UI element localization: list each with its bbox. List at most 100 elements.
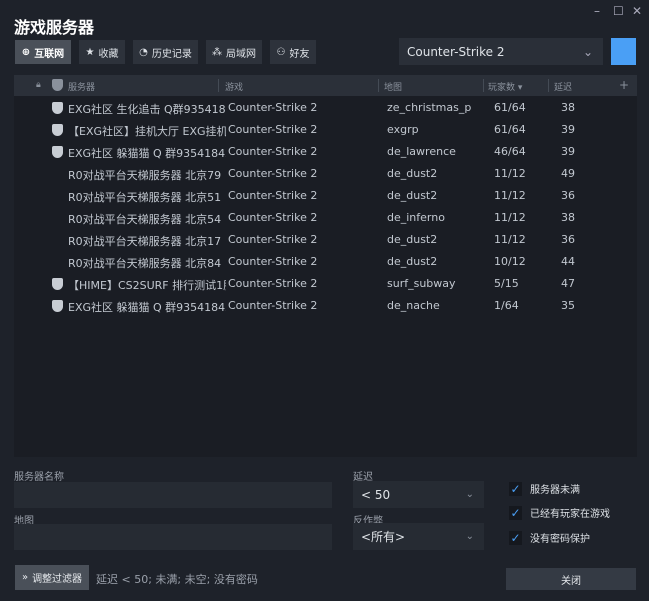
tab-friends[interactable]: ⚇ 好友 bbox=[270, 40, 316, 64]
map-label: 地图 bbox=[14, 516, 34, 527]
server-name: EXG社区 躲猫猫 Q 群93541842: bbox=[68, 301, 226, 314]
vac-shield-icon bbox=[52, 146, 63, 158]
server-game: Counter-Strike 2 bbox=[228, 123, 318, 136]
server-game: Counter-Strike 2 bbox=[228, 255, 318, 268]
refresh-button[interactable] bbox=[611, 38, 636, 65]
server-game: Counter-Strike 2 bbox=[228, 167, 318, 180]
server-name: 【HIME】CS2SURF 排行测试1服 bbox=[68, 279, 226, 292]
server-row[interactable]: R0对战平台天梯服务器 北京51 Counter-Strike 2 de_dus… bbox=[14, 185, 637, 207]
shield-icon[interactable] bbox=[52, 79, 63, 91]
server-row[interactable]: R0对战平台天梯服务器 北京54 Counter-Strike 2 de_inf… bbox=[14, 207, 637, 229]
anticheat-select[interactable]: <所有> ⌄ bbox=[353, 523, 484, 550]
game-select[interactable]: Counter-Strike 2 ⌄ bbox=[399, 38, 603, 65]
checkbox-has-players[interactable]: ✓ 已经有玩家在游戏 bbox=[509, 505, 610, 520]
server-players: 1/64 bbox=[494, 299, 519, 312]
server-game: Counter-Strike 2 bbox=[228, 233, 318, 246]
server-name: R0对战平台天梯服务器 北京17 bbox=[68, 235, 222, 248]
adjust-filters-label: 调整过滤器 bbox=[32, 574, 83, 585]
star-icon: ★ bbox=[85, 46, 95, 58]
server-row[interactable]: EXG社区 躲猫猫 Q 群93541842: Counter-Strike 2 … bbox=[14, 295, 637, 317]
server-name: R0对战平台天梯服务器 北京54 bbox=[68, 213, 222, 226]
server-map: de_lawrence bbox=[387, 145, 456, 158]
server-row[interactable]: R0对战平台天梯服务器 北京84 Counter-Strike 2 de_dus… bbox=[14, 251, 637, 273]
server-players: 11/12 bbox=[494, 167, 526, 180]
tab-label: 局域网 bbox=[226, 48, 256, 60]
server-players: 46/64 bbox=[494, 145, 526, 158]
lan-icon: ⁂ bbox=[212, 46, 222, 58]
check-icon: ✓ bbox=[509, 481, 522, 496]
anticheat-label: 反作弊 bbox=[353, 516, 383, 527]
tab-label: 互联网 bbox=[34, 48, 65, 60]
server-name: EXG社区 生化追击 Q群9354184 bbox=[68, 103, 226, 116]
server-row[interactable]: R0对战平台天梯服务器 北京17 Counter-Strike 2 de_dus… bbox=[14, 229, 637, 251]
tab-favorites[interactable]: ★ 收藏 bbox=[79, 40, 125, 64]
tab-label: 收藏 bbox=[98, 48, 119, 60]
check-icon: ✓ bbox=[509, 530, 522, 545]
latency-label: 延迟 bbox=[353, 472, 373, 483]
adjust-filters-button[interactable]: » 调整过滤器 bbox=[15, 565, 89, 590]
tab-history[interactable]: ◔ 历史记录 bbox=[133, 40, 198, 64]
tab-internet[interactable]: ⊕ 互联网 bbox=[15, 40, 71, 64]
server-latency: 38 bbox=[561, 101, 575, 114]
server-name: 【EXG社区】挂机大厅 EXG挂机大 bbox=[68, 125, 226, 138]
vac-shield-icon bbox=[52, 278, 63, 290]
clock-icon: ◔ bbox=[139, 46, 148, 58]
server-latency: 35 bbox=[561, 299, 575, 312]
server-latency: 49 bbox=[561, 167, 575, 180]
column-game[interactable]: 游戏 bbox=[225, 83, 244, 93]
server-map: de_inferno bbox=[387, 211, 445, 224]
checkbox-label: 已经有玩家在游戏 bbox=[530, 509, 610, 520]
window-title: 游戏服务器 bbox=[14, 18, 95, 37]
server-name: R0对战平台天梯服务器 北京84 bbox=[68, 257, 222, 270]
server-map: ze_christmas_p bbox=[387, 101, 472, 114]
minimize-button[interactable]: – bbox=[594, 4, 600, 18]
checkbox-not-full[interactable]: ✓ 服务器未满 bbox=[509, 481, 580, 496]
server-row[interactable]: EXG社区 生化追击 Q群9354184 Counter-Strike 2 ze… bbox=[14, 97, 637, 119]
server-game: Counter-Strike 2 bbox=[228, 101, 318, 114]
check-icon: ✓ bbox=[509, 505, 522, 520]
column-players[interactable]: 玩家数 ▾ bbox=[488, 83, 523, 93]
server-latency: 39 bbox=[561, 145, 575, 158]
latency-select[interactable]: < 50 ⌄ bbox=[353, 481, 484, 508]
server-name: EXG社区 躲猫猫 Q 群93541842: bbox=[68, 147, 226, 160]
chevron-down-icon: ⌄ bbox=[465, 531, 474, 542]
server-map: surf_subway bbox=[387, 277, 456, 290]
double-chevron-down-icon: » bbox=[21, 572, 29, 583]
server-map: de_dust2 bbox=[387, 167, 438, 180]
checkbox-label: 服务器未满 bbox=[530, 485, 580, 496]
server-name-input[interactable] bbox=[14, 482, 332, 508]
server-map: exgrp bbox=[387, 123, 419, 136]
column-latency[interactable]: 延迟 bbox=[554, 83, 573, 93]
server-row[interactable]: 【EXG社区】挂机大厅 EXG挂机大 Counter-Strike 2 exgr… bbox=[14, 119, 637, 141]
list-header: 🔒︎ 服务器 游戏 地图 玩家数 ▾ 延迟 + bbox=[14, 75, 637, 96]
server-game: Counter-Strike 2 bbox=[228, 277, 318, 290]
add-column-button[interactable]: + bbox=[619, 78, 630, 92]
map-input[interactable] bbox=[14, 524, 332, 550]
tab-label: 历史记录 bbox=[151, 48, 192, 60]
filter-summary: 延迟 < 50; 未满; 未空; 没有密码 bbox=[96, 573, 258, 586]
server-map: de_dust2 bbox=[387, 233, 438, 246]
server-map: de_dust2 bbox=[387, 189, 438, 202]
maximize-button[interactable]: ☐ bbox=[613, 4, 624, 18]
close-window-button[interactable]: ✕ bbox=[632, 4, 643, 18]
server-map: de_dust2 bbox=[387, 255, 438, 268]
server-players: 5/15 bbox=[494, 277, 519, 290]
server-list[interactable]: 🔒︎ 服务器 游戏 地图 玩家数 ▾ 延迟 + EXG社区 生化追击 Q群935… bbox=[14, 75, 637, 457]
checkbox-label: 没有密码保护 bbox=[530, 534, 590, 545]
tab-lan[interactable]: ⁂ 局域网 bbox=[206, 40, 262, 64]
checkbox-no-password[interactable]: ✓ 没有密码保护 bbox=[509, 530, 590, 545]
server-players: 61/64 bbox=[494, 101, 526, 114]
server-game: Counter-Strike 2 bbox=[228, 299, 318, 312]
vac-shield-icon bbox=[52, 124, 63, 136]
column-server[interactable]: 服务器 bbox=[68, 83, 96, 93]
server-row[interactable]: EXG社区 躲猫猫 Q 群93541842: Counter-Strike 2 … bbox=[14, 141, 637, 163]
column-map[interactable]: 地图 bbox=[384, 83, 403, 93]
globe-icon: ⊕ bbox=[21, 46, 31, 58]
close-button[interactable]: 关闭 bbox=[506, 568, 636, 590]
server-game: Counter-Strike 2 bbox=[228, 211, 318, 224]
lock-icon[interactable]: 🔒︎ bbox=[36, 80, 41, 90]
server-row[interactable]: 【HIME】CS2SURF 排行测试1服 Counter-Strike 2 su… bbox=[14, 273, 637, 295]
server-latency: 38 bbox=[561, 211, 575, 224]
server-row[interactable]: R0对战平台天梯服务器 北京79 Counter-Strike 2 de_dus… bbox=[14, 163, 637, 185]
server-game: Counter-Strike 2 bbox=[228, 189, 318, 202]
